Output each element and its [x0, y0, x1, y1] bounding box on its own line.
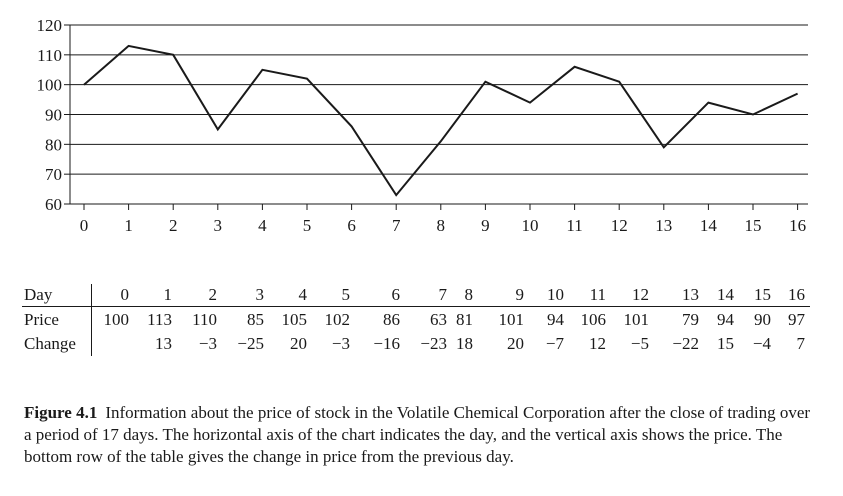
- table-cell: 106: [580, 310, 607, 329]
- x-tick-label: 9: [481, 216, 490, 235]
- price-line: [83, 44, 799, 197]
- table-cell: 6: [391, 285, 401, 304]
- table-cell: 81: [456, 310, 473, 329]
- table-cell: −3: [331, 334, 350, 353]
- x-tick-label: 13: [655, 216, 672, 235]
- table-cell: 13: [682, 285, 699, 304]
- table-cell: 105: [281, 310, 308, 329]
- y-axis: 60 70 80 90 100 110 120: [37, 16, 71, 214]
- table-row-label: Day: [24, 285, 53, 304]
- table-cell: 12: [632, 285, 649, 304]
- table-cell: −23: [420, 334, 447, 353]
- table-cell: 97: [788, 310, 805, 329]
- table-cell: 113: [147, 310, 172, 329]
- table-cell: 79: [682, 310, 699, 329]
- y-tick-label: 90: [45, 106, 62, 125]
- table-label-divider: [91, 284, 92, 356]
- table-cell: −5: [630, 334, 649, 353]
- table-cell: 20: [507, 334, 524, 353]
- table-cell: 20: [290, 334, 307, 353]
- table-cell: 110: [192, 310, 217, 329]
- table-cell: 9: [515, 285, 525, 304]
- table-cell: 1: [163, 285, 173, 304]
- x-tick-label: 4: [258, 216, 267, 235]
- x-tick-label: 12: [611, 216, 628, 235]
- table-cell: 10: [547, 285, 564, 304]
- table-cell: 94: [717, 310, 734, 329]
- table-cell: 16: [788, 285, 805, 304]
- table-cell: 0: [120, 285, 130, 304]
- table-cell: −25: [237, 334, 264, 353]
- x-axis: 0 1 2 3 4 5 6 7 8 9 10 11 12 13 14 15 16: [80, 204, 806, 235]
- table-cell: 94: [547, 310, 564, 329]
- table-row-label: Price: [24, 310, 59, 329]
- x-tick-label: 10: [522, 216, 539, 235]
- x-tick-label: 15: [745, 216, 762, 235]
- table-cell: 15: [754, 285, 771, 304]
- y-tick-label: 110: [37, 46, 62, 65]
- price-series: [83, 44, 799, 197]
- table-cell: 63: [430, 310, 447, 329]
- table-cell: 7: [438, 285, 448, 304]
- x-tick-label: 2: [169, 216, 178, 235]
- table-cell: −4: [752, 334, 771, 353]
- table-cell: −22: [672, 334, 699, 353]
- x-tick-label: 5: [303, 216, 312, 235]
- y-tick-label: 80: [45, 135, 62, 154]
- table-cell: 4: [298, 285, 308, 304]
- table-cell: 18: [456, 334, 473, 353]
- table-cell: −3: [198, 334, 217, 353]
- table-cell: −7: [545, 334, 564, 353]
- x-tick-label: 6: [347, 216, 356, 235]
- x-tick-label: 1: [124, 216, 133, 235]
- table-cell: 101: [623, 310, 650, 329]
- x-tick-label: 7: [392, 216, 401, 235]
- table-cell: 11: [589, 285, 606, 304]
- x-tick-label: 3: [214, 216, 223, 235]
- table-cell: 100: [103, 310, 130, 329]
- x-tick-label: 8: [437, 216, 446, 235]
- table-cell: 2: [208, 285, 218, 304]
- y-tick-label: 120: [37, 16, 63, 35]
- table-row-label: Change: [24, 334, 76, 353]
- table-cell: 14: [717, 285, 734, 304]
- table-cell: 101: [498, 310, 525, 329]
- table-cell: −16: [373, 334, 400, 353]
- stock-price-table: Day 0 1 2 3 4 5 6 7 8 9 10 11 12 13 14 15 16 Price 100 113 11…: [22, 284, 810, 356]
- x-tick-label: 16: [789, 216, 806, 235]
- x-tick-label: 14: [700, 216, 718, 235]
- y-tick-label: 60: [45, 195, 62, 214]
- figure-caption-text: Information about the price of stock in …: [24, 403, 811, 466]
- table-cell: 12: [589, 334, 606, 353]
- table-header-rule: [22, 306, 810, 307]
- figure-label: Figure 4.1: [24, 403, 98, 422]
- table-cell: 85: [247, 310, 264, 329]
- table-cell: 90: [754, 310, 771, 329]
- table-cell: 86: [383, 310, 400, 329]
- y-tick-label: 70: [45, 165, 62, 184]
- table-cell: 15: [717, 334, 734, 353]
- table-cell: 13: [155, 334, 172, 353]
- x-tick-label: 0: [80, 216, 89, 235]
- table-cell: 3: [255, 285, 265, 304]
- table-cell: 102: [324, 310, 351, 329]
- y-tick-label: 100: [37, 76, 63, 95]
- x-tick-label: 11: [566, 216, 582, 235]
- table-cell: 7: [796, 334, 806, 353]
- figure-caption: Figure 4.1 Information about the price of…: [24, 402, 819, 468]
- table-cell: 8: [464, 285, 474, 304]
- table-cell: 5: [341, 285, 351, 304]
